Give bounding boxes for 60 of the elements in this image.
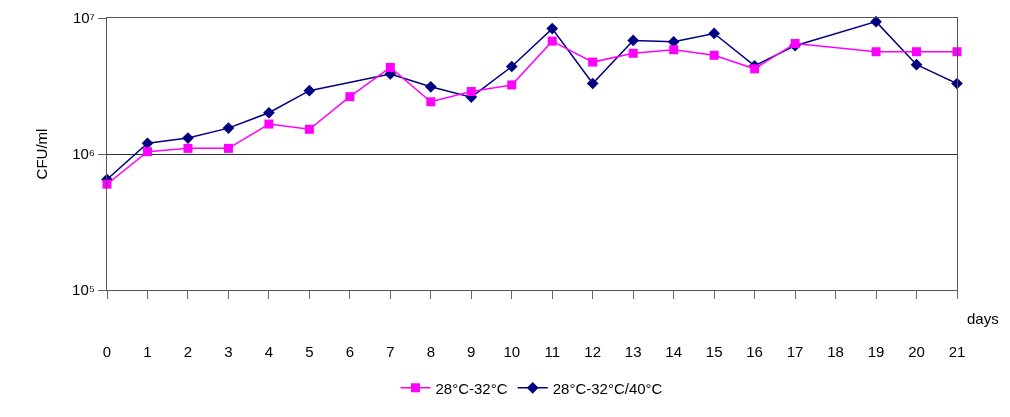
- point: [223, 143, 233, 153]
- point: [951, 77, 963, 90]
- point: [870, 15, 882, 28]
- point: [263, 106, 275, 119]
- x-tick-label: 8: [426, 343, 435, 360]
- point: [345, 92, 355, 102]
- x-tick-label: 11: [544, 343, 561, 360]
- x-tick-label: 20: [908, 343, 925, 360]
- point: [303, 84, 316, 97]
- x-axis-title: days: [967, 310, 999, 327]
- point: [708, 27, 720, 40]
- x-tick-label: 9: [467, 343, 476, 360]
- y-tick-label: 10⁶: [72, 145, 95, 163]
- point: [505, 60, 518, 73]
- point: [750, 64, 760, 74]
- x-tick-label: 0: [102, 343, 112, 360]
- point: [547, 36, 557, 46]
- x-tick-label: 15: [705, 343, 723, 360]
- point: [709, 50, 719, 60]
- x-tick-label: 12: [584, 343, 602, 360]
- point: [304, 124, 314, 134]
- legend-label: 28°C-32°C/40°C: [552, 379, 663, 397]
- point: [627, 34, 640, 47]
- legend-label: 28°C-32°C: [435, 379, 508, 397]
- x-tick-label: 19: [867, 343, 885, 360]
- point: [871, 47, 881, 57]
- x-tick-label: 5: [305, 343, 314, 360]
- point: [424, 80, 437, 93]
- x-tick-label: 7: [386, 343, 395, 360]
- point: [912, 47, 922, 57]
- y-tick-label: 10⁷: [72, 9, 95, 27]
- point: [222, 122, 235, 134]
- y-axis-title: CFU/ml: [33, 128, 51, 180]
- x-tick-label: 16: [746, 343, 763, 360]
- x-tick-label: 13: [624, 343, 642, 360]
- point: [588, 57, 598, 67]
- point: [628, 48, 638, 58]
- x-tick-label: 6: [345, 343, 355, 360]
- x-tick-label: 21: [948, 343, 966, 360]
- point: [669, 45, 679, 55]
- point: [426, 97, 436, 107]
- point: [142, 147, 152, 157]
- point: [586, 77, 599, 90]
- point: [466, 87, 476, 97]
- x-tick-label: 10: [503, 343, 521, 360]
- point: [790, 38, 800, 48]
- x-tick-label: 18: [827, 343, 844, 360]
- point: [264, 119, 274, 129]
- y-tick-label: 10⁵: [72, 281, 95, 299]
- point: [910, 58, 923, 71]
- x-tick-label: 3: [224, 343, 233, 360]
- point: [183, 143, 193, 153]
- point: [507, 80, 517, 90]
- x-tick-label: 14: [665, 343, 683, 360]
- x-tick-label: 17: [786, 343, 804, 360]
- x-tick-label: 2: [183, 343, 193, 360]
- point: [385, 62, 395, 72]
- x-tick-label: 1: [143, 343, 152, 360]
- point: [546, 22, 559, 35]
- x-tick-label: 4: [264, 343, 274, 360]
